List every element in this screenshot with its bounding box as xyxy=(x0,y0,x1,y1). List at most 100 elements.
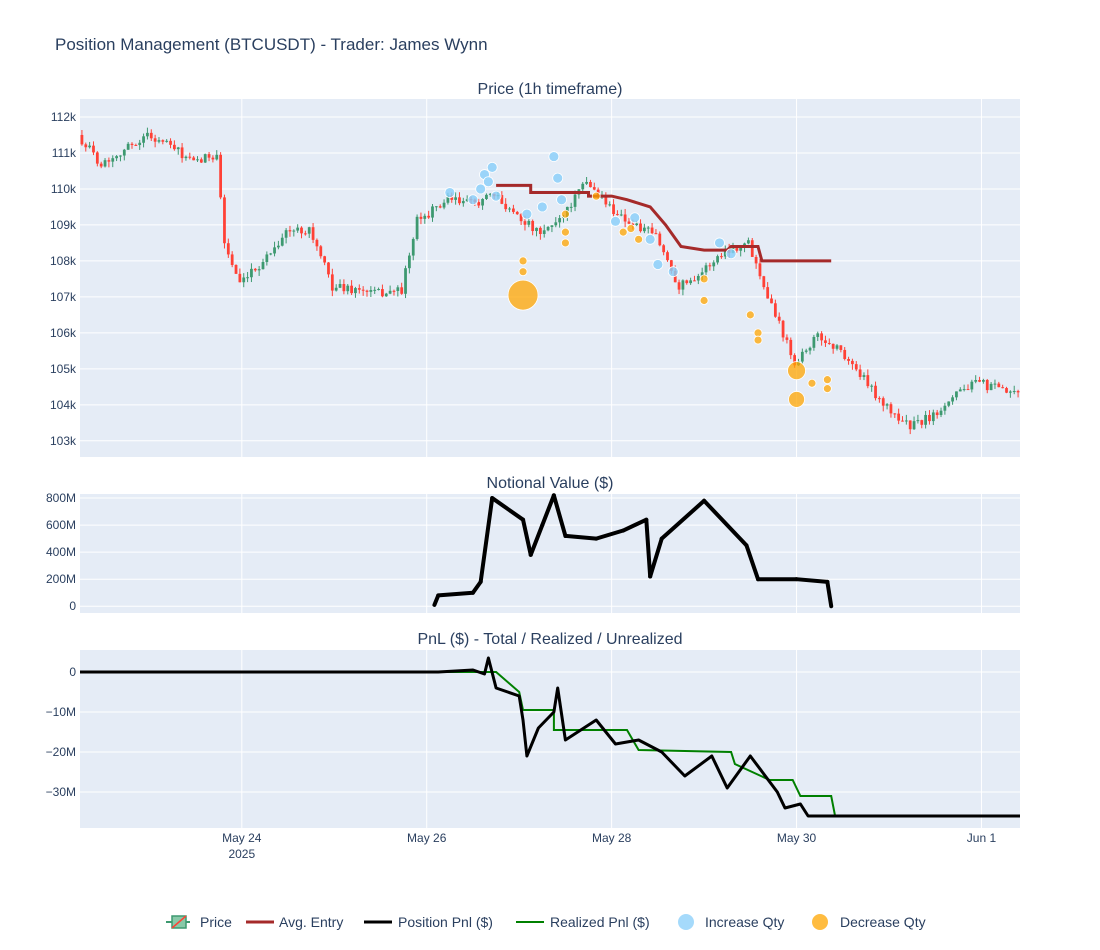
price-y-tick-label: 104k xyxy=(50,398,77,412)
price-candle xyxy=(612,204,615,215)
decrease-qty-marker xyxy=(634,234,644,244)
increase-qty-marker xyxy=(629,212,641,224)
price-candle xyxy=(199,159,203,163)
price-candle xyxy=(750,240,754,257)
x-tick-label: May 26 xyxy=(407,831,447,845)
notional-plot-area xyxy=(80,494,1020,613)
notional-segment xyxy=(825,579,834,609)
avg-entry-line xyxy=(496,183,832,263)
price-candle xyxy=(573,194,577,207)
price-candle xyxy=(804,350,808,352)
price-candle xyxy=(847,358,850,361)
price-candle xyxy=(696,275,700,281)
price-candle xyxy=(103,160,107,167)
legend-item-price[interactable]: Price xyxy=(166,914,232,930)
price-candle xyxy=(330,274,334,291)
price-candle xyxy=(658,233,662,246)
price-candle xyxy=(481,199,484,206)
price-candle xyxy=(585,181,588,184)
legend-item-decrease-qty[interactable]: Decrease Qty xyxy=(812,914,926,930)
price-candle xyxy=(793,355,797,366)
price-candle xyxy=(203,154,207,163)
notional-panel-title: Notional Value ($) xyxy=(487,475,614,492)
decrease-qty-marker xyxy=(507,279,539,311)
price-candle xyxy=(989,383,993,391)
increase-qty-marker xyxy=(482,176,494,188)
x-tick-label: May 24 xyxy=(222,831,262,845)
price-candle xyxy=(523,221,527,225)
price-candle xyxy=(912,421,916,430)
price-candle xyxy=(689,280,693,284)
notional-y-tick-label: 800M xyxy=(46,491,76,505)
price-candle xyxy=(816,333,820,337)
price-candle xyxy=(465,199,469,202)
decrease-qty-marker xyxy=(518,256,528,266)
price-candle xyxy=(589,181,592,188)
pnl-y-tick-label: −30M xyxy=(46,785,76,799)
price-candle xyxy=(273,247,276,254)
increase-qty-legend-icon xyxy=(678,914,694,930)
price-candle xyxy=(515,211,519,215)
price-candle xyxy=(153,138,157,142)
price-candle xyxy=(939,410,943,416)
increase-qty-marker xyxy=(714,237,725,249)
decrease-qty-marker xyxy=(561,209,570,219)
price-candle xyxy=(723,248,727,257)
price-candle xyxy=(870,385,874,387)
price-candle xyxy=(207,154,211,158)
notional-segment xyxy=(521,517,533,557)
price-candle xyxy=(211,157,215,160)
decrease-qty-marker xyxy=(822,375,832,385)
notional-segment xyxy=(744,543,761,582)
price-candle xyxy=(604,196,608,205)
price-candle xyxy=(354,288,357,294)
price-candle xyxy=(438,206,442,208)
price-candle xyxy=(288,230,292,232)
price-candle xyxy=(292,230,296,232)
legend[interactable]: Price Avg. Entry Position Pnl ($) Realiz… xyxy=(166,914,926,930)
price-candle xyxy=(982,379,985,382)
price-candle xyxy=(812,336,816,348)
price-candle xyxy=(303,233,307,235)
price-candle xyxy=(650,227,654,234)
price-candle xyxy=(500,195,504,204)
legend-item-position-pnl[interactable]: Position Pnl ($) xyxy=(364,914,493,930)
price-candle xyxy=(862,375,866,377)
price-candle xyxy=(485,194,488,200)
price-candle xyxy=(388,290,392,294)
price-candle xyxy=(111,158,115,162)
price-candle xyxy=(920,420,924,425)
price-candle xyxy=(277,245,280,248)
price-candle xyxy=(758,263,762,277)
price-candle xyxy=(238,273,242,283)
position-pnl-line xyxy=(80,656,1020,818)
legend-item-avg-entry[interactable]: Avg. Entry xyxy=(246,914,343,930)
price-candle xyxy=(735,246,739,251)
price-candle xyxy=(666,252,669,261)
legend-item-realized-pnl[interactable]: Realized Pnl ($) xyxy=(516,914,650,930)
legend-item-increase-qty[interactable]: Increase Qty xyxy=(678,914,784,930)
pnl-y-tick-label: −20M xyxy=(46,745,76,759)
price-y-tick-label: 105k xyxy=(50,362,77,376)
price-candle xyxy=(985,379,989,391)
price-candle xyxy=(662,245,666,253)
price-candle xyxy=(581,183,585,190)
price-candle xyxy=(739,246,743,251)
price-candle xyxy=(773,303,777,317)
price-candle xyxy=(250,268,253,278)
price-candle xyxy=(550,225,554,228)
price-candle xyxy=(654,233,658,235)
price-candle xyxy=(107,160,111,162)
price-candle xyxy=(296,227,300,231)
price-candle xyxy=(423,215,427,219)
price-candle xyxy=(265,254,269,263)
price-candle xyxy=(269,253,273,255)
notional-segment xyxy=(702,498,749,548)
increase-qty-marker xyxy=(652,259,664,270)
price-candle xyxy=(835,345,839,349)
price-candle xyxy=(789,339,793,356)
price-candle xyxy=(122,149,126,156)
price-candle xyxy=(931,412,935,422)
price-candle xyxy=(381,289,384,297)
x-tick-label: Jun 1 xyxy=(967,831,997,845)
